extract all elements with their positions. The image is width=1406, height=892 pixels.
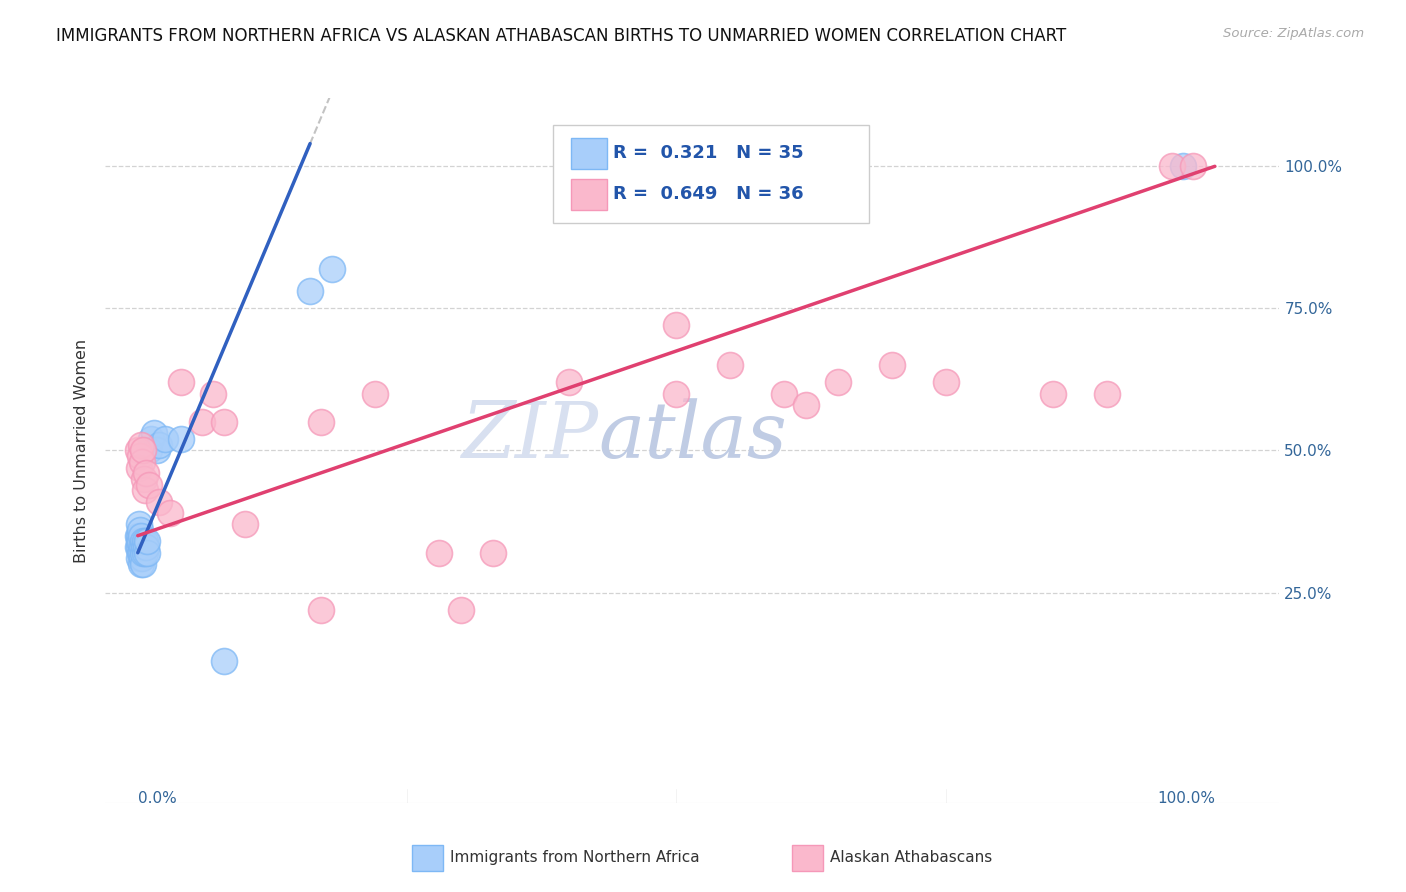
- Point: [299, 285, 322, 299]
- Point: [153, 432, 176, 446]
- Point: [1182, 159, 1205, 173]
- Point: [128, 529, 150, 543]
- Text: R =  0.649   N = 36: R = 0.649 N = 36: [613, 186, 804, 203]
- Point: [134, 546, 156, 560]
- Point: [131, 455, 153, 469]
- Point: [128, 540, 150, 554]
- Point: [138, 443, 160, 458]
- Point: [136, 534, 159, 549]
- Point: [131, 551, 153, 566]
- Point: [321, 261, 343, 276]
- Point: [148, 438, 170, 452]
- Point: [129, 438, 152, 452]
- Point: [146, 443, 169, 458]
- Point: [132, 534, 155, 549]
- Point: [364, 386, 387, 401]
- Point: [1160, 159, 1182, 173]
- Point: [136, 546, 159, 560]
- Text: 100.0%: 100.0%: [1157, 791, 1215, 806]
- Point: [128, 517, 150, 532]
- Point: [134, 472, 156, 486]
- Point: [129, 534, 152, 549]
- Point: [935, 376, 957, 390]
- Point: [132, 443, 155, 458]
- Point: [129, 529, 152, 543]
- Text: Immigrants from Northern Africa: Immigrants from Northern Africa: [450, 850, 700, 864]
- Point: [1042, 386, 1064, 401]
- Point: [139, 432, 162, 446]
- Point: [132, 557, 155, 571]
- Point: [134, 483, 156, 498]
- Point: [170, 376, 193, 390]
- Point: [127, 443, 149, 458]
- Point: [129, 546, 152, 560]
- Point: [212, 654, 235, 668]
- Point: [159, 506, 181, 520]
- Point: [1171, 159, 1194, 173]
- Text: Alaskan Athabascans: Alaskan Athabascans: [830, 850, 991, 864]
- Point: [450, 602, 472, 616]
- Point: [309, 602, 332, 616]
- Point: [148, 494, 170, 508]
- Point: [827, 376, 849, 390]
- Point: [129, 557, 152, 571]
- Point: [880, 358, 903, 372]
- Point: [309, 415, 332, 429]
- Point: [482, 546, 505, 560]
- Point: [129, 449, 152, 463]
- Point: [427, 546, 450, 560]
- Text: ZIP: ZIP: [461, 398, 599, 475]
- Point: [131, 540, 153, 554]
- Point: [135, 466, 157, 480]
- Point: [170, 432, 193, 446]
- Point: [202, 386, 225, 401]
- Point: [212, 415, 235, 429]
- Point: [191, 415, 214, 429]
- Point: [127, 529, 149, 543]
- Y-axis label: Births to Unmarried Women: Births to Unmarried Women: [75, 338, 90, 563]
- Point: [773, 386, 796, 401]
- Text: atlas: atlas: [599, 398, 787, 475]
- Point: [138, 477, 160, 491]
- Text: IMMIGRANTS FROM NORTHERN AFRICA VS ALASKAN ATHABASCAN BIRTHS TO UNMARRIED WOMEN : IMMIGRANTS FROM NORTHERN AFRICA VS ALASK…: [56, 27, 1067, 45]
- Point: [129, 523, 152, 537]
- Point: [128, 551, 150, 566]
- Point: [127, 540, 149, 554]
- Point: [665, 386, 688, 401]
- Point: [134, 534, 156, 549]
- Point: [142, 426, 165, 441]
- Point: [665, 318, 688, 333]
- Point: [128, 534, 150, 549]
- Point: [1095, 386, 1118, 401]
- Text: Source: ZipAtlas.com: Source: ZipAtlas.com: [1223, 27, 1364, 40]
- Text: 0.0%: 0.0%: [138, 791, 177, 806]
- Point: [129, 546, 152, 560]
- Point: [718, 358, 741, 372]
- Point: [557, 376, 579, 390]
- Point: [794, 398, 817, 412]
- Point: [235, 517, 257, 532]
- Point: [128, 460, 150, 475]
- Point: [134, 540, 156, 554]
- Point: [132, 546, 155, 560]
- Point: [135, 540, 157, 554]
- Text: R =  0.321   N = 35: R = 0.321 N = 35: [613, 145, 804, 162]
